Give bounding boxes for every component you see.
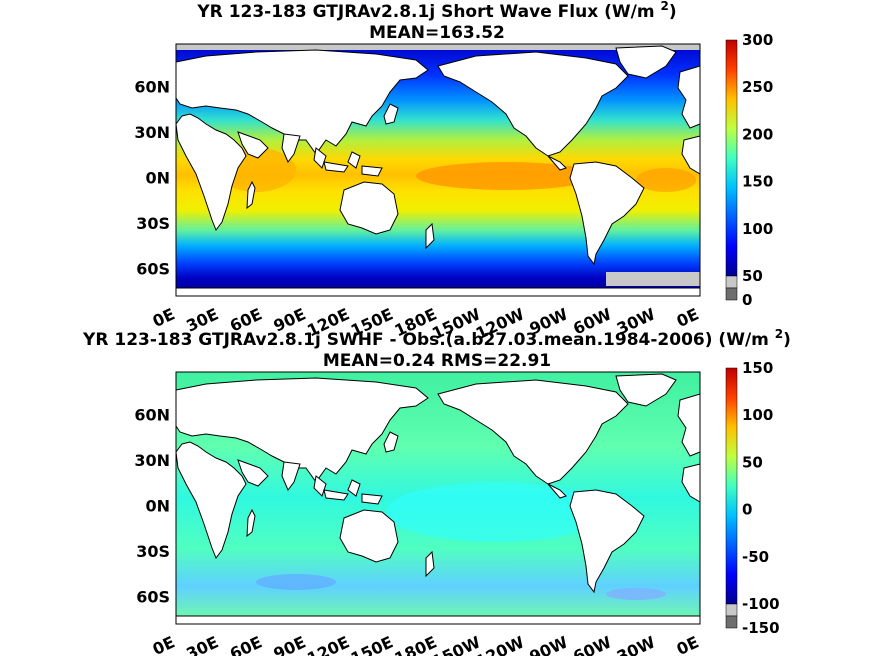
bottom-xtick-label: 30E xyxy=(183,632,221,656)
top-colorbar-tick-label: 50 xyxy=(742,267,763,285)
bottom-anomaly-southeast xyxy=(606,588,666,600)
top-missing-north xyxy=(176,44,700,50)
bottom-xtick-label: 150E xyxy=(348,632,396,656)
bottom-xtick-label: 0E xyxy=(674,632,702,656)
bottom-xtick-label: 90W xyxy=(526,632,571,656)
bottom-xtick-label: 90E xyxy=(271,632,309,656)
top-map xyxy=(175,43,701,297)
bottom-y-ticks: 60N 30N 0N 30S 60S xyxy=(134,406,170,607)
top-colorbar-tick-label: 100 xyxy=(742,220,773,238)
bottom-anomaly-pacific xyxy=(386,482,606,542)
top-xtick-label: 0E xyxy=(674,304,702,331)
top-warm-atlantic xyxy=(636,168,696,192)
bottom-title-superscript: 2 xyxy=(775,327,783,341)
top-title-tail: ) xyxy=(669,2,677,22)
top-ytick-label: 30S xyxy=(136,214,170,233)
top-colorbar-tick-label: 300 xyxy=(742,31,773,49)
bottom-xtick-label: 60W xyxy=(570,632,615,656)
top-colorbar-tick-label: 150 xyxy=(742,173,773,191)
bottom-colorbar-tick-label: 50 xyxy=(742,453,763,471)
bottom-xtick-label: 60E xyxy=(227,632,265,656)
top-title-line2: MEAN=163.52 xyxy=(369,23,505,43)
top-title-line1: YR 123-183 GTJRAv2.8.1j Short Wave Flux … xyxy=(196,0,676,22)
top-colorbar-ticks: 300 250 200 150 100 50 0 xyxy=(742,31,773,309)
bottom-xtick-label: 120E xyxy=(304,632,352,656)
bottom-title-line1: YR 123-183 GTJRAv2.8.1j SWHF - Obs.(a.b2… xyxy=(82,327,791,350)
bottom-ytick-label: 30N xyxy=(134,451,170,470)
top-title-main: YR 123-183 GTJRAv2.8.1j Short Wave Flux … xyxy=(196,2,654,22)
bottom-colorbar-tick-label: -150 xyxy=(742,619,780,637)
bottom-xtick-label: 30W xyxy=(614,632,659,656)
bottom-colorbar-ticks: 150 100 50 0 -50 -100 -150 xyxy=(742,359,780,637)
top-title-superscript: 2 xyxy=(660,0,668,13)
bottom-colorbar-tick-label: -100 xyxy=(742,595,780,613)
bottom-title-tail: ) xyxy=(783,330,791,350)
top-ytick-label: 0N xyxy=(145,169,170,188)
bottom-xtick-label: 0E xyxy=(150,632,178,656)
bottom-colorbar-tick-label: 100 xyxy=(742,406,773,424)
bottom-ytick-label: 30S xyxy=(136,542,170,561)
bottom-colorbar-tick-label: 0 xyxy=(742,501,752,519)
bottom-ytick-label: 0N xyxy=(145,497,170,516)
top-xtick-label: 0E xyxy=(150,304,178,331)
top-colorbar-tick-label: 0 xyxy=(742,291,752,309)
top-colorbar-tick-label: 200 xyxy=(742,125,773,143)
top-y-ticks: 60N 30N 0N 30S 60S xyxy=(134,78,170,279)
top-ytick-label: 60S xyxy=(136,260,170,279)
bottom-title-line2: MEAN=0.24 RMS=22.91 xyxy=(323,351,551,371)
top-warm-pool xyxy=(416,162,596,190)
bottom-map-frame xyxy=(175,371,701,625)
bottom-colorbar-scale xyxy=(725,367,738,605)
top-colorbar-missing-dark xyxy=(725,287,738,301)
top-map-frame xyxy=(175,43,701,297)
top-ytick-label: 30N xyxy=(134,123,170,142)
top-missing-south xyxy=(606,272,700,286)
bottom-anomaly-south xyxy=(256,574,336,590)
bottom-colorbar-tick-label: 150 xyxy=(742,359,773,377)
bottom-colorbar-missing-light xyxy=(725,603,738,617)
top-ytick-label: 60N xyxy=(134,78,170,97)
top-colorbar: 300 250 200 150 100 50 0 xyxy=(725,31,773,309)
bottom-colorbar: 150 100 50 0 -50 -100 -150 xyxy=(725,359,780,637)
bottom-colorbar-tick-label: -50 xyxy=(742,548,769,566)
bottom-xtick-label: 120W xyxy=(473,632,528,656)
panel-top: YR 123-183 GTJRAv2.8.1j Short Wave Flux … xyxy=(134,0,773,343)
bottom-ytick-label: 60N xyxy=(134,406,170,425)
top-colorbar-tick-label: 250 xyxy=(742,78,773,96)
top-colorbar-scale xyxy=(725,39,738,277)
panel-bottom: YR 123-183 GTJRAv2.8.1j SWHF - Obs.(a.b2… xyxy=(82,327,791,656)
bottom-title-main: YR 123-183 GTJRAv2.8.1j SWHF - Obs.(a.b2… xyxy=(82,330,769,350)
bottom-ytick-label: 60S xyxy=(136,588,170,607)
bottom-map xyxy=(175,371,701,625)
top-colorbar-missing-light xyxy=(725,275,738,289)
bottom-colorbar-missing-dark xyxy=(725,615,738,629)
